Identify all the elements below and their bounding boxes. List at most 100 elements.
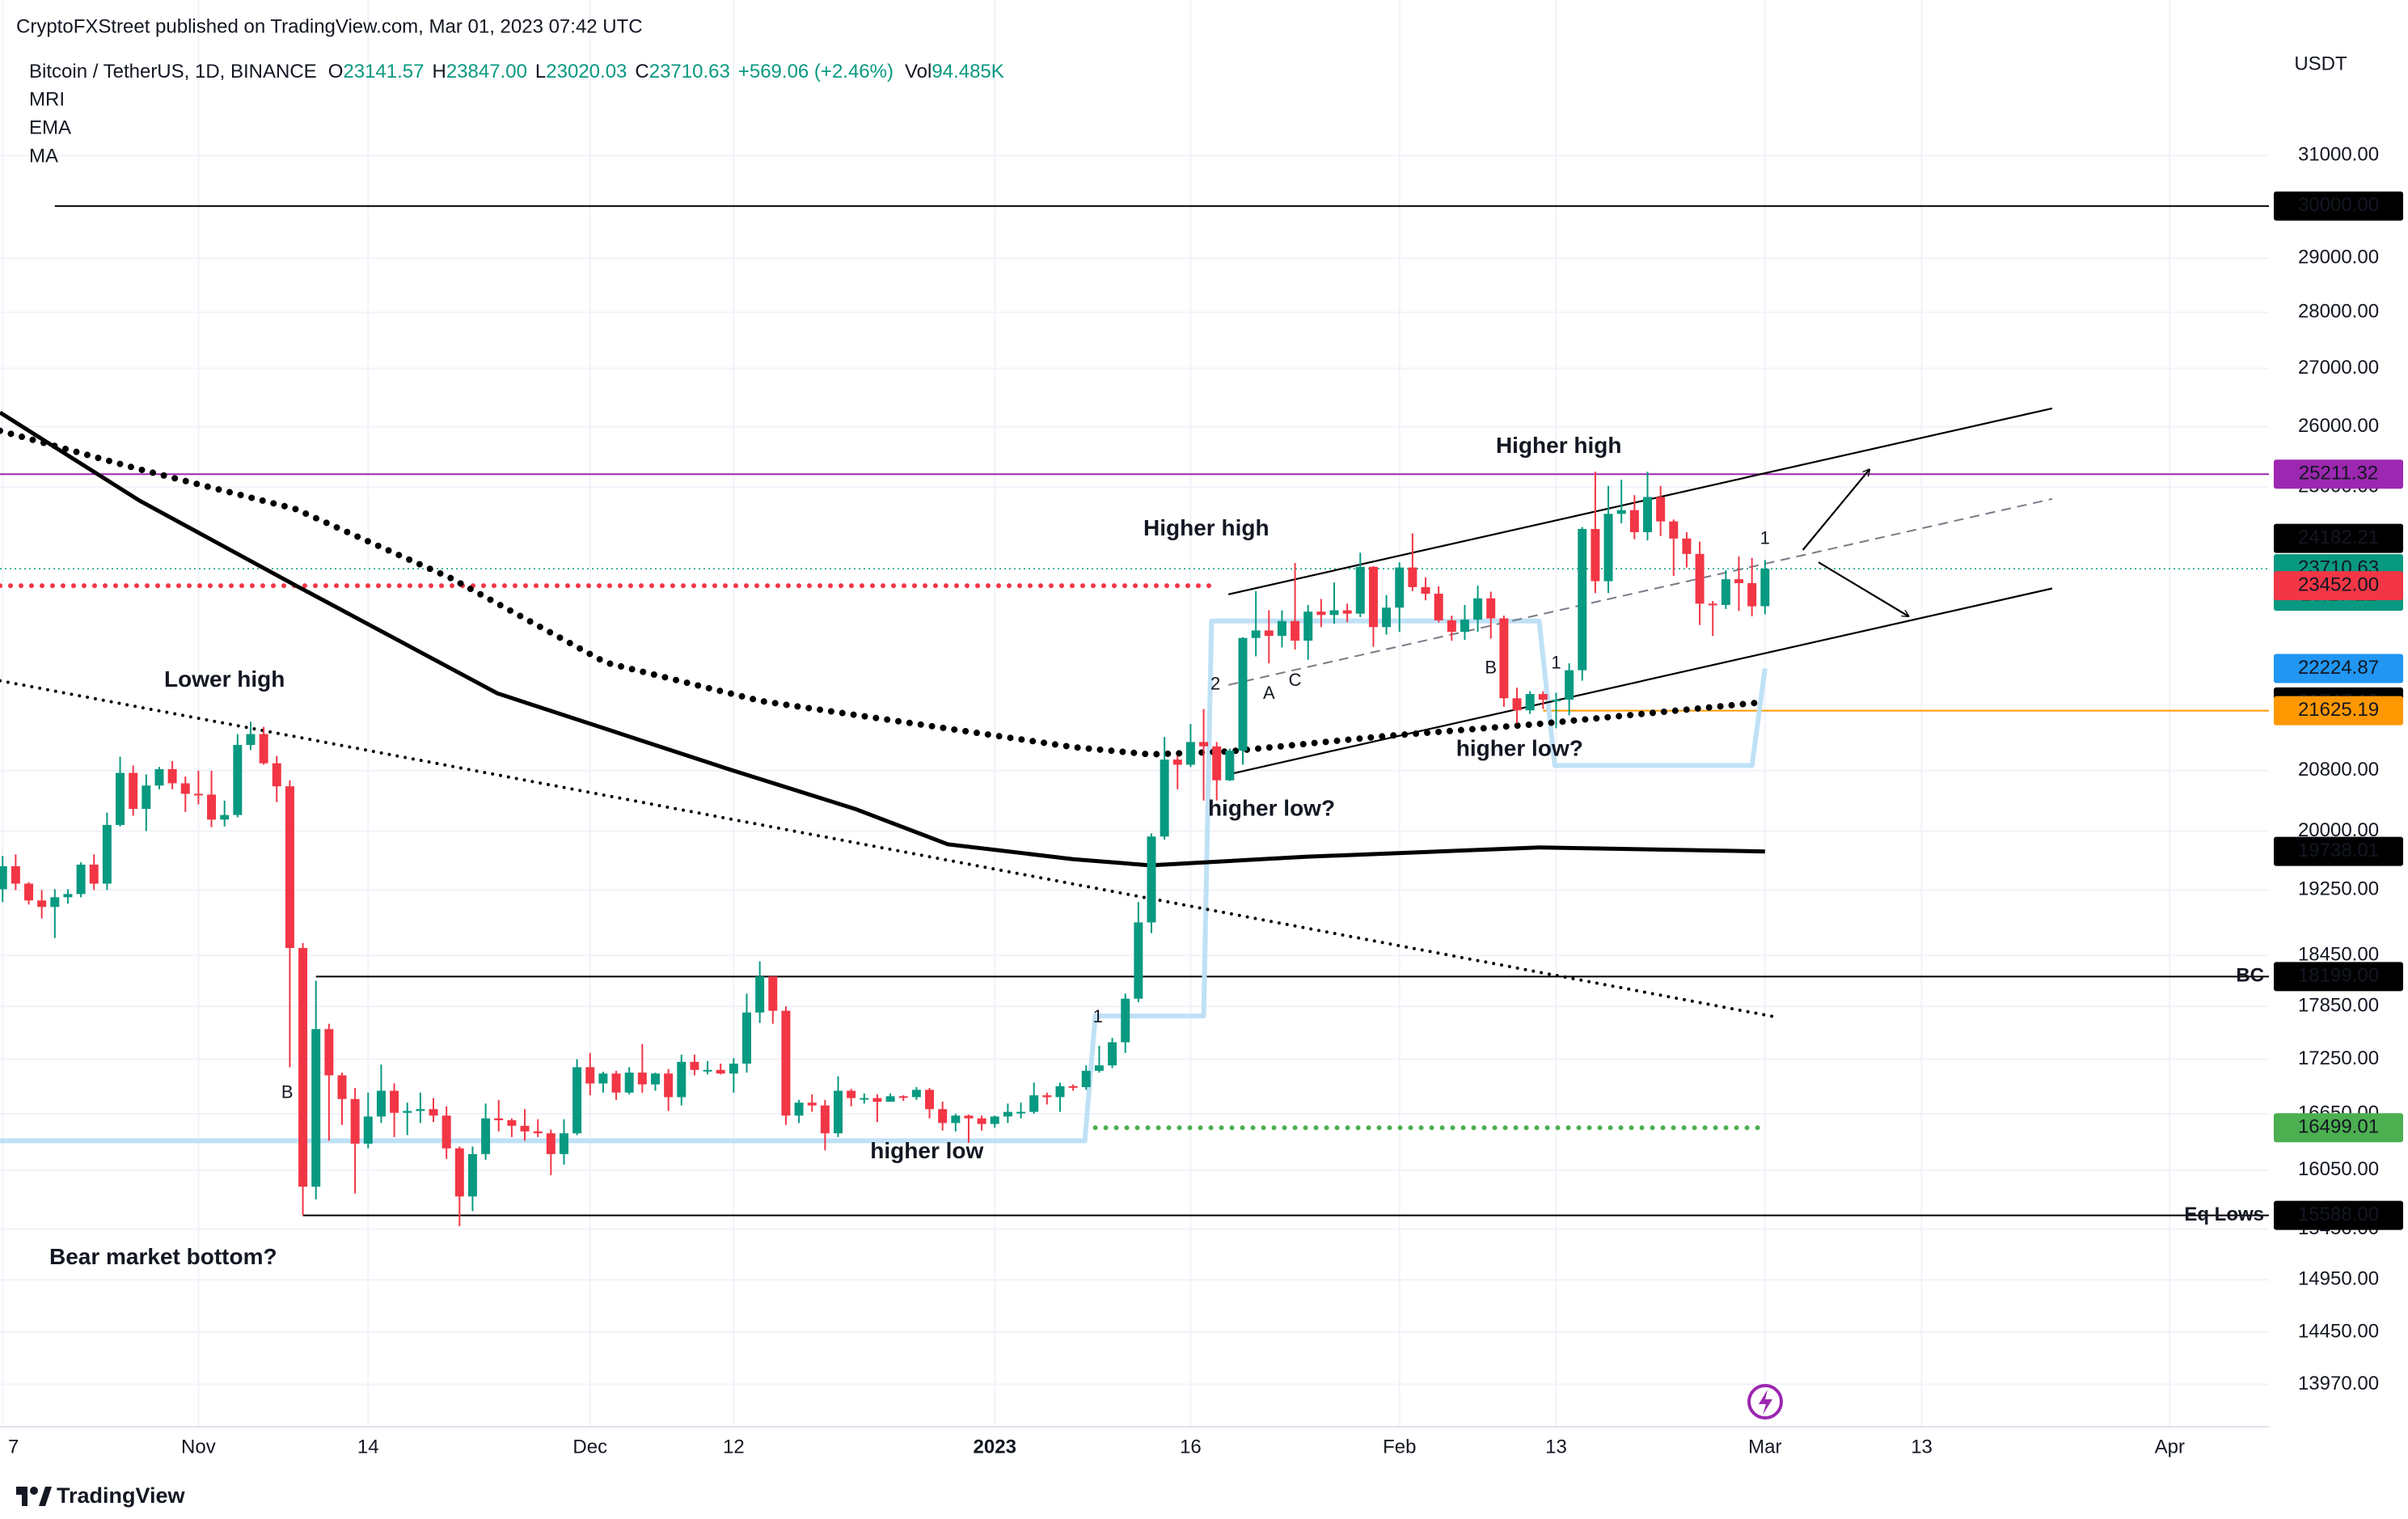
candle-body: [129, 772, 138, 810]
candle-body: [1760, 569, 1770, 607]
candle-body: [1225, 751, 1235, 781]
x-tick-label: 7: [8, 1436, 19, 1458]
price-badge: [2274, 696, 2403, 726]
candle-body: [690, 1061, 699, 1070]
indicator-line: [0, 410, 1765, 868]
x-tick-label: Nov: [181, 1436, 216, 1458]
candle-body: [1538, 694, 1548, 700]
alert-icon[interactable]: [1747, 1384, 1783, 1420]
candle-body: [142, 785, 151, 810]
annotation: Lower high: [164, 666, 285, 692]
price-badge: [2274, 523, 2403, 553]
ohlc-label: L: [535, 61, 546, 83]
candle-body: [1355, 566, 1365, 614]
change: +569.06 (+2.46%): [738, 61, 893, 83]
candle-body: [1460, 620, 1469, 633]
y-tick-label: 27000.00: [2298, 357, 2379, 379]
y-tick-label: 18450.00: [2298, 944, 2379, 966]
candle-body: [154, 768, 164, 786]
brand[interactable]: TradingView: [57, 1483, 186, 1508]
candle-body: [1368, 566, 1378, 628]
candle-body: [1212, 746, 1222, 781]
price-badge-label: 19738.01: [2298, 840, 2379, 861]
x-tick-label: 13: [1911, 1436, 1933, 1458]
candle-body: [1068, 1085, 1078, 1088]
price-badge-label: 25211.32: [2299, 463, 2378, 484]
candle-body: [703, 1069, 712, 1072]
wave-label: C: [1289, 670, 1302, 690]
price-badge: [2274, 654, 2403, 683]
indicator-name: EMA: [29, 116, 71, 138]
x-tick-label: 14: [357, 1436, 379, 1458]
x-tick-label: Feb: [1383, 1436, 1416, 1458]
candle-body: [207, 794, 217, 820]
candle-body: [1499, 618, 1509, 699]
candle-body: [1512, 698, 1522, 711]
indicator-line: [0, 427, 1768, 758]
candle-body: [246, 734, 256, 745]
candle-body: [585, 1067, 595, 1084]
candle-body: [1643, 497, 1652, 532]
candle-body: [220, 815, 230, 820]
y-tick-label: 16050.00: [2298, 1158, 2379, 1180]
candle-body: [898, 1096, 908, 1098]
y-tick-label: 14950.00: [2298, 1268, 2379, 1290]
candle-body: [363, 1116, 373, 1144]
wave-label: 1: [1093, 1006, 1103, 1026]
candle-body: [1473, 598, 1483, 620]
ohlc-value: 23710.63: [649, 61, 730, 83]
price-badge-label: 15588.00: [2298, 1204, 2379, 1225]
candle-body: [180, 783, 190, 794]
candle-body: [977, 1118, 986, 1124]
candle-body: [742, 1012, 751, 1064]
price-badge: [2274, 191, 2403, 221]
candle-body: [755, 976, 765, 1013]
candle-body: [116, 772, 125, 825]
price-badge: [2274, 1113, 2403, 1143]
candle-body: [520, 1125, 530, 1132]
candle-body: [1382, 607, 1392, 628]
candle-body: [1395, 567, 1405, 608]
annotation: higher low?: [1456, 736, 1583, 761]
candle-body: [990, 1116, 999, 1124]
candle-body: [1108, 1042, 1117, 1066]
candle-body: [324, 1029, 334, 1076]
candle-body: [546, 1133, 556, 1154]
axis-background: [2269, 0, 2408, 1519]
indicator-name: MA: [29, 145, 58, 167]
candle-body: [1669, 521, 1679, 539]
volume: 94.485K: [932, 61, 1003, 83]
candle-body: [677, 1061, 686, 1098]
y-tick-label: 29000.00: [2298, 247, 2379, 269]
price-badge: [2274, 459, 2403, 489]
candle-body: [624, 1073, 634, 1093]
candle-body: [1160, 760, 1169, 837]
annotation: Higher high: [1496, 433, 1622, 458]
volume-label: Vol: [905, 61, 932, 83]
y-tick-label: 13970.00: [2298, 1373, 2379, 1394]
footer-logo[interactable]: TradingView: [16, 1483, 186, 1508]
annotation: Bear market bottom?: [49, 1244, 277, 1269]
ohlc-label: C: [635, 61, 648, 83]
ohlc-label: H: [432, 61, 446, 83]
candle-body: [1342, 610, 1352, 614]
candle-body: [1029, 1095, 1039, 1112]
wave-label: 1: [1760, 527, 1770, 548]
annotation: higher low?: [1208, 795, 1335, 820]
candle-body: [416, 1109, 425, 1111]
arrow: [1802, 469, 1869, 551]
candle-body: [285, 786, 294, 949]
candle-body: [834, 1090, 843, 1134]
candle-body: [272, 763, 281, 787]
candle-body: [1708, 603, 1717, 606]
header: CryptoFXStreet published on TradingView.…: [16, 15, 1004, 167]
y-tick-label: 28000.00: [2298, 301, 2379, 323]
candle-body: [781, 1010, 791, 1116]
candle-body: [467, 1153, 477, 1197]
candle-body: [885, 1096, 895, 1102]
price-badge: [2274, 962, 2403, 992]
annotation: Higher high: [1143, 515, 1269, 540]
x-tick-label: Apr: [2155, 1436, 2185, 1458]
candle-body: [298, 948, 308, 1187]
candle-body: [1747, 582, 1757, 607]
